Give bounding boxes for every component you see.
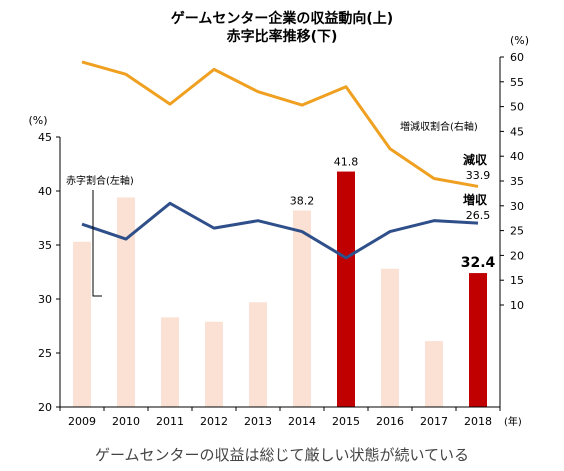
bar-2017 <box>425 341 443 407</box>
right-tick-label: 15 <box>510 274 524 287</box>
left-axis-unit: (%) <box>28 114 47 127</box>
left-tick-label: 35 <box>38 239 52 252</box>
right-tick-label: 10 <box>510 299 524 312</box>
right-tick-label: 40 <box>510 150 524 163</box>
x-tick-label: 2013 <box>244 415 272 428</box>
increase-value: 26.5 <box>466 209 491 222</box>
bar-2014 <box>293 210 311 407</box>
ratio-axis-note: 増減収割合(右軸) <box>400 120 478 133</box>
x-tick-label: 2018 <box>464 415 492 428</box>
x-tick-label: 2010 <box>112 415 140 428</box>
right-tick-label: 20 <box>510 249 524 262</box>
left-tick-label: 40 <box>38 185 52 198</box>
bar-2016 <box>381 268 399 407</box>
x-tick-label: 2014 <box>288 415 316 428</box>
increase-label: 増収 <box>463 192 488 207</box>
x-axis-unit: (年) <box>504 415 522 428</box>
x-tick-label: 2011 <box>156 415 184 428</box>
right-tick-label: 35 <box>510 175 524 188</box>
chart-title: ゲームセンター企業の収益動向(上) <box>170 11 394 27</box>
bar-2009 <box>73 241 91 407</box>
chart-subtitle: 赤字比率推移(下) <box>226 29 338 45</box>
left-tick-label: 45 <box>38 131 52 144</box>
right-axis-unit: (%) <box>510 34 529 47</box>
decrease-label: 減収 <box>463 152 488 167</box>
right-tick-label: 50 <box>510 101 524 114</box>
chart-caption: ゲームセンターの収益は総じて厳しい状態が続いている <box>94 446 470 464</box>
decrease-value: 33.9 <box>466 169 491 182</box>
bar-value-label: 38.2 <box>290 194 315 207</box>
deficit-note-leader <box>92 190 102 297</box>
bar-2018 <box>469 273 487 407</box>
deficit-axis-note: 赤字割合(左軸) <box>66 174 134 187</box>
left-tick-label: 20 <box>38 401 52 414</box>
bar-2013 <box>249 302 267 407</box>
right-tick-label: 60 <box>510 51 524 64</box>
right-tick-label: 45 <box>510 125 524 138</box>
line-series-increase <box>81 201 479 260</box>
x-tick-label: 2016 <box>376 415 404 428</box>
bar-value-label: 41.8 <box>334 156 359 169</box>
x-tick-label: 2012 <box>200 415 228 428</box>
left-tick-label: 25 <box>38 347 52 360</box>
right-tick-label: 30 <box>510 200 524 213</box>
bar-2015 <box>337 171 355 407</box>
bar-2010 <box>117 197 135 407</box>
right-tick-label: 55 <box>510 76 524 89</box>
x-tick-label: 2009 <box>68 415 96 428</box>
bar-2011 <box>161 317 179 407</box>
left-tick-label: 30 <box>38 293 52 306</box>
bar-2012 <box>205 321 223 407</box>
right-tick-label: 25 <box>510 225 524 238</box>
line-series-decrease <box>81 60 479 188</box>
x-tick-label: 2017 <box>420 415 448 428</box>
x-tick-label: 2015 <box>332 415 360 428</box>
bar-value-label: 32.4 <box>461 255 496 271</box>
